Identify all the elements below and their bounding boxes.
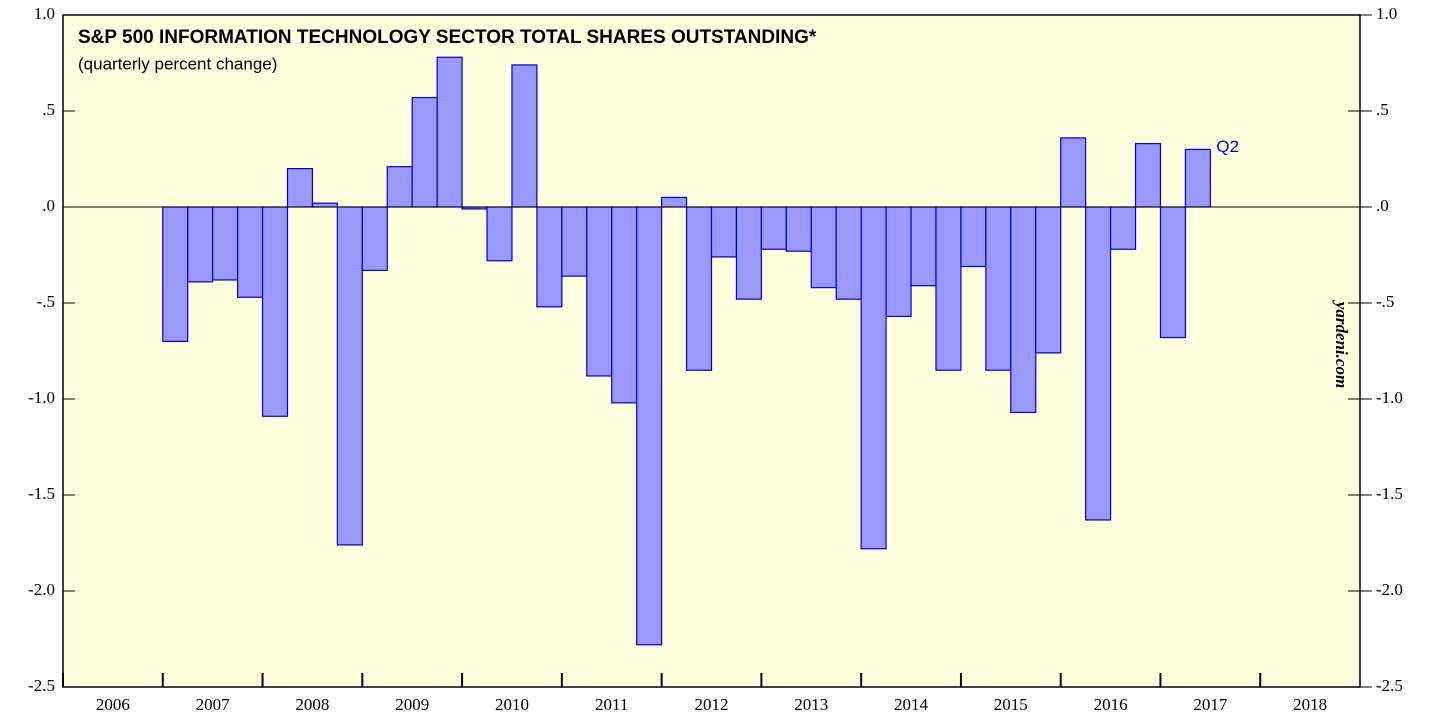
- bar: [212, 206, 239, 281]
- y-tick-label-right: -1.0: [1376, 388, 1403, 407]
- x-tick-label: 2007: [196, 695, 231, 714]
- y-tick-label: .0: [42, 196, 55, 215]
- x-tick-label: 2016: [1094, 695, 1128, 714]
- y-tick-label-right: -.5: [1376, 292, 1394, 311]
- y-tick-label-right: -2.0: [1376, 580, 1403, 599]
- bar: [636, 206, 663, 646]
- bar: [561, 206, 588, 277]
- x-tick-label: 2008: [295, 695, 329, 714]
- bar: [1134, 143, 1162, 208]
- x-tick-label: 2012: [695, 695, 729, 714]
- bar: [735, 206, 762, 300]
- bar: [261, 206, 289, 417]
- bar: [536, 206, 563, 308]
- bar: [835, 206, 862, 300]
- y-tick-label: -1.0: [28, 388, 55, 407]
- y-tick-label: -.5: [37, 292, 55, 311]
- y-tick-label-right: 1.0: [1376, 4, 1397, 23]
- chart-title: S&P 500 INFORMATION TECHNOLOGY SECTOR TO…: [78, 27, 817, 48]
- y-tick-label-right: .5: [1376, 100, 1389, 119]
- bar: [411, 96, 438, 208]
- bar: [685, 206, 713, 371]
- bar: [960, 206, 987, 268]
- chart-subtitle: (quarterly percent change): [78, 54, 277, 73]
- bar: [985, 206, 1012, 371]
- x-tick-label: 2014: [894, 695, 929, 714]
- bar: [162, 206, 189, 342]
- x-tick-label: 2018: [1293, 695, 1327, 714]
- bar: [810, 206, 837, 289]
- y-tick-label: -2.5: [28, 676, 55, 695]
- y-tick-label-right: -1.5: [1376, 484, 1403, 503]
- annotation: Q2: [1216, 137, 1239, 156]
- bar: [486, 206, 513, 262]
- y-tick-label: -1.5: [28, 484, 55, 503]
- y-tick-label-right: .0: [1376, 196, 1389, 215]
- bar: [436, 56, 463, 208]
- bar: [760, 206, 787, 250]
- bar: [885, 206, 912, 318]
- bar: [1159, 206, 1187, 339]
- x-tick-label: 2006: [96, 695, 130, 714]
- x-tick-label: 2009: [395, 695, 429, 714]
- bar: [710, 206, 738, 258]
- x-tick-label: 2017: [1193, 695, 1228, 714]
- bar: [1035, 206, 1062, 354]
- watermark: yardeni.com: [1332, 300, 1351, 388]
- bar: [1085, 206, 1112, 521]
- bar: [286, 168, 314, 208]
- y-tick-label: -2.0: [28, 580, 55, 599]
- bar: [785, 206, 812, 252]
- bar: [661, 196, 688, 208]
- bar: [1010, 206, 1037, 414]
- x-tick-label: 2015: [994, 695, 1028, 714]
- bar: [1109, 206, 1137, 250]
- y-tick-label: .5: [42, 100, 55, 119]
- bar: [586, 206, 613, 377]
- bar: [935, 206, 962, 371]
- bar: [1060, 137, 1087, 208]
- bar: [1184, 148, 1211, 208]
- bar: [361, 206, 388, 271]
- y-tick-label: 1.0: [34, 4, 55, 23]
- bar: [311, 202, 338, 208]
- bar: [386, 166, 413, 208]
- bar: [910, 206, 937, 287]
- bar: [611, 206, 638, 404]
- bar: [187, 206, 214, 283]
- x-tick-label: 2010: [495, 695, 529, 714]
- bar: [236, 206, 264, 298]
- y-tick-label-right: -2.5: [1376, 676, 1403, 695]
- bar: [336, 206, 363, 546]
- bar: [860, 206, 887, 550]
- bar: [511, 64, 538, 208]
- x-tick-label: 2011: [595, 695, 628, 714]
- x-tick-label: 2013: [794, 695, 828, 714]
